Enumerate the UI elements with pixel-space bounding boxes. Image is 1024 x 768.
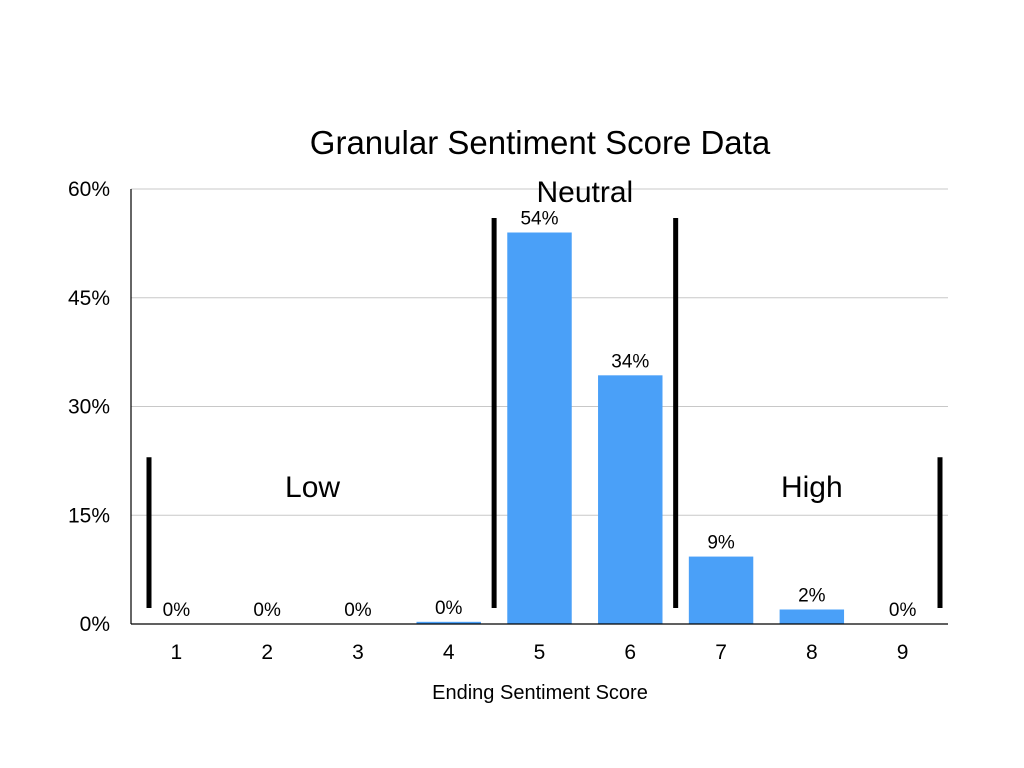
data-label: 2% xyxy=(798,586,826,607)
x-tick-label: 9 xyxy=(897,641,909,664)
bar xyxy=(507,232,572,624)
y-tick-label: 60% xyxy=(68,178,110,201)
y-tick-label: 45% xyxy=(68,287,110,310)
x-tick-label: 5 xyxy=(534,641,546,664)
region-label: Neutral xyxy=(537,176,634,209)
data-label: 54% xyxy=(520,209,558,230)
y-tick-label: 30% xyxy=(68,396,110,419)
bar xyxy=(416,621,481,624)
x-tick-label: 3 xyxy=(352,641,364,664)
bars xyxy=(416,232,845,624)
x-axis-ticks: 1 2 3 4 5 6 7 8 9 xyxy=(171,641,909,664)
x-axis-label: Ending Sentiment Score xyxy=(432,682,648,704)
bar xyxy=(779,609,845,624)
x-tick-label: 2 xyxy=(261,641,273,664)
data-label: 0% xyxy=(253,600,281,621)
x-tick-label: 1 xyxy=(171,641,183,664)
x-tick-label: 6 xyxy=(624,641,636,664)
region-label: High xyxy=(781,471,843,504)
data-label: 0% xyxy=(889,600,917,621)
y-axis-ticks: 0% 15% 30% 45% 60% xyxy=(68,178,110,636)
region-labels: Low Neutral High xyxy=(285,176,843,504)
x-tick-label: 4 xyxy=(443,641,455,664)
region-dividers xyxy=(146,218,943,608)
bar xyxy=(688,556,754,624)
data-label: 34% xyxy=(611,351,649,372)
data-label: 9% xyxy=(707,533,735,554)
data-label: 0% xyxy=(435,598,463,619)
region-label: Low xyxy=(285,471,340,504)
x-tick-label: 7 xyxy=(715,641,727,664)
data-label: 0% xyxy=(163,600,191,621)
bar xyxy=(598,375,663,624)
data-label: 0% xyxy=(344,600,372,621)
y-tick-label: 15% xyxy=(68,504,110,527)
data-labels: 0% 0% 0% 0% 54% 34% 9% 2% 0% xyxy=(163,209,917,622)
chart-title: Granular Sentiment Score Data xyxy=(310,124,771,161)
x-tick-label: 8 xyxy=(806,641,818,664)
y-tick-label: 0% xyxy=(80,613,110,636)
